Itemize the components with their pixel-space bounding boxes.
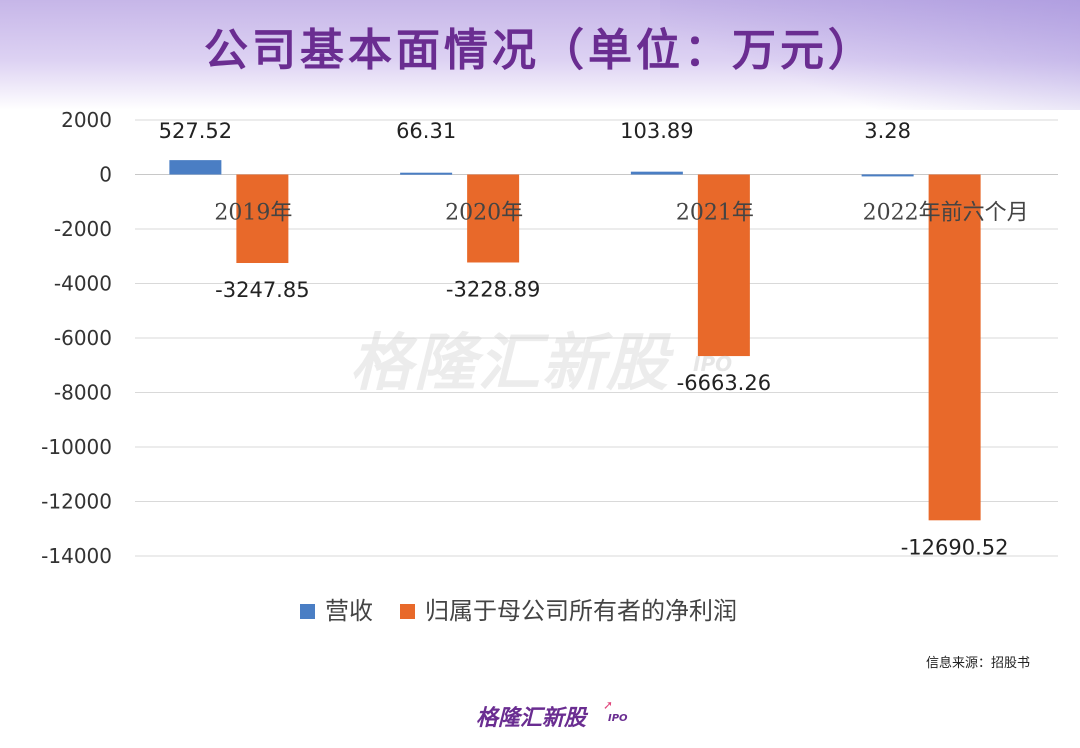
y-tick-label: -2000: [54, 217, 112, 241]
legend-label-profit: 归属于母公司所有者的净利润: [425, 597, 737, 625]
source-note: 信息来源：招股书: [925, 656, 1030, 671]
y-tick-label: -8000: [54, 381, 112, 405]
watermark: 格隆汇新股: [350, 326, 671, 399]
x-category-label: 2022年前六个月: [863, 201, 1029, 226]
y-tick-label: -12000: [41, 490, 112, 514]
y-tick-label: -10000: [41, 435, 112, 459]
bar-profit-3: [928, 174, 981, 521]
data-label-profit: -6663.26: [677, 371, 771, 395]
arrow-icon: ➚: [603, 698, 614, 712]
x-category-label: 2021年: [676, 201, 754, 226]
watermark-ipo: IPO: [693, 352, 733, 376]
y-tick-label: 2000: [61, 108, 112, 132]
bar-profit-0: [236, 174, 289, 264]
bar-revenue-0: [169, 160, 222, 175]
x-category-label: 2019年: [214, 201, 292, 226]
x-category-label: 2020年: [445, 201, 523, 226]
data-label-revenue: 3.28: [864, 119, 911, 143]
legend-swatch-profit: [400, 604, 415, 619]
header-background: [0, 0, 1080, 110]
brand-logo-ipo: IPO: [608, 713, 628, 724]
data-label-revenue: 103.89: [620, 119, 693, 143]
bar-profit-2: [697, 174, 750, 357]
data-label-profit: -12690.52: [901, 535, 1009, 559]
y-tick-label: -6000: [54, 326, 112, 350]
bar-revenue-3: [861, 174, 914, 177]
bar-revenue-2: [630, 171, 683, 175]
bar-revenue-1: [400, 172, 453, 175]
data-label-profit: -3247.85: [215, 278, 309, 302]
y-tick-label: -14000: [41, 544, 112, 568]
bar-profit-1: [467, 174, 520, 263]
data-label-revenue: 66.31: [396, 119, 456, 143]
data-label-profit: -3228.89: [446, 277, 540, 301]
y-tick-label: -4000: [54, 272, 112, 296]
y-tick-label: 0: [99, 163, 112, 187]
legend-label-revenue: 营收: [325, 597, 373, 625]
brand-logo: 格隆汇新股: [476, 706, 587, 731]
page-title: 公司基本面情况（单位：万元）: [204, 25, 876, 76]
legend-swatch-revenue: [300, 604, 315, 619]
data-label-revenue: 527.52: [159, 119, 232, 143]
